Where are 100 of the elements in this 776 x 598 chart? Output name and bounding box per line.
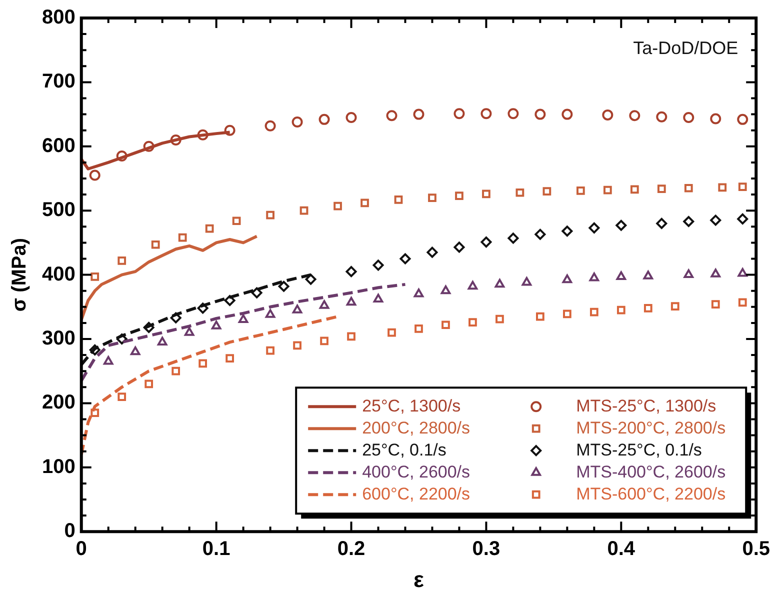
point <box>738 182 747 192</box>
point <box>656 218 668 229</box>
point <box>542 187 552 196</box>
point <box>602 109 614 120</box>
point <box>293 341 302 350</box>
legend-label: MTS-25°C, 1300/s <box>576 396 716 416</box>
y-tick-label: 400 <box>42 263 76 286</box>
point <box>603 186 612 194</box>
point <box>205 224 214 233</box>
legend-label: MTS-600°C, 2200/s <box>576 484 726 504</box>
point <box>178 233 187 242</box>
point <box>144 380 154 388</box>
legend-label: MTS-400°C, 2600/s <box>576 462 726 482</box>
point <box>656 111 668 122</box>
point <box>347 332 356 341</box>
point <box>226 354 234 362</box>
point <box>89 170 100 181</box>
point <box>426 246 438 258</box>
point <box>738 298 747 307</box>
point <box>394 196 403 204</box>
point <box>710 268 721 278</box>
y-tick-label: 100 <box>42 456 76 478</box>
point <box>616 271 626 280</box>
point <box>616 306 626 314</box>
point <box>468 280 478 290</box>
point <box>562 310 572 318</box>
x-tick-label: 0.1 <box>202 538 230 560</box>
point <box>157 336 168 346</box>
legend-label: 200°C, 2800/s <box>362 418 470 438</box>
point <box>718 183 727 192</box>
point <box>480 236 492 248</box>
point <box>266 346 274 355</box>
point <box>737 213 748 224</box>
point <box>534 108 546 120</box>
x-tick-label: 0.3 <box>472 538 500 560</box>
point <box>644 304 652 312</box>
point <box>629 110 640 122</box>
y-tick-label: 0 <box>64 520 76 542</box>
point <box>684 184 693 192</box>
point <box>588 222 600 234</box>
point <box>319 300 330 309</box>
point <box>172 366 180 376</box>
point <box>562 226 573 237</box>
point <box>232 216 241 226</box>
point <box>414 324 423 333</box>
point <box>480 108 492 120</box>
point <box>657 184 666 193</box>
point <box>508 232 519 244</box>
point <box>373 294 384 302</box>
legend-label: 400°C, 2600/s <box>362 462 470 482</box>
point <box>386 110 398 122</box>
legend-label: MTS-200°C, 2800/s <box>576 418 726 438</box>
x-axis-title: ε <box>414 566 425 592</box>
point <box>630 185 639 194</box>
point <box>468 318 477 326</box>
point <box>534 228 546 240</box>
point <box>670 302 680 310</box>
point <box>428 194 436 202</box>
point <box>211 320 222 330</box>
point <box>90 272 100 281</box>
point <box>292 116 303 128</box>
point <box>684 269 694 278</box>
point <box>522 277 532 286</box>
point <box>616 220 627 231</box>
point <box>710 113 722 124</box>
point <box>198 359 208 368</box>
point <box>496 314 504 324</box>
point <box>334 202 342 210</box>
point <box>413 108 424 120</box>
line-series <box>81 282 407 382</box>
point <box>184 327 194 336</box>
point <box>683 112 694 124</box>
point <box>305 274 316 285</box>
point <box>516 188 524 197</box>
point <box>130 346 140 356</box>
point <box>118 392 126 401</box>
point <box>265 309 276 318</box>
point <box>683 216 694 228</box>
point <box>103 356 114 365</box>
y-tick-label: 600 <box>42 134 76 157</box>
point <box>278 280 290 292</box>
point <box>318 114 330 125</box>
point <box>372 260 384 271</box>
y-tick-label: 500 <box>42 199 76 222</box>
annotation: Ta-DoD/DOE <box>633 38 738 58</box>
y-tick-label: 200 <box>42 392 76 414</box>
point <box>251 287 262 298</box>
point <box>710 214 722 226</box>
point <box>266 210 274 220</box>
point <box>346 296 356 306</box>
point <box>536 312 544 321</box>
point <box>562 274 572 284</box>
point <box>494 278 505 288</box>
point <box>346 112 357 124</box>
point <box>508 108 519 120</box>
point <box>238 314 248 323</box>
point <box>711 300 720 309</box>
point <box>455 192 464 200</box>
point <box>440 285 451 294</box>
point <box>300 206 308 215</box>
